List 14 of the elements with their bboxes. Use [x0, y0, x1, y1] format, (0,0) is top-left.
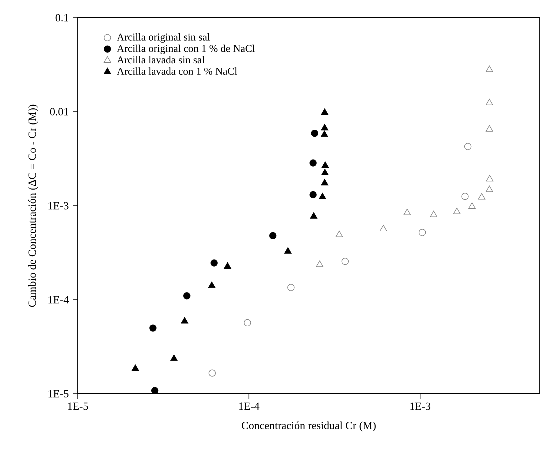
y-axis-title: Cambio de Concentración (ΔC = Co - Cr (M)) — [28, 104, 38, 308]
legend-label: Arcilla lavada sin sal — [117, 56, 205, 64]
y-tick-label: 1E-4 — [48, 296, 69, 304]
x-tick-label: 1E-5 — [68, 402, 88, 410]
x-axis-title: Concentración residual Cr (M) — [242, 422, 376, 432]
y-tick-label: 0.1 — [56, 14, 68, 22]
legend-label: Arcilla original con 1 % de NaCl — [117, 44, 256, 54]
y-tick-label: 1E-3 — [48, 202, 69, 210]
legend-label: Arcilla original sin sal — [117, 33, 210, 43]
y-tick-label: 0.01 — [50, 108, 68, 116]
legend-label: Arcilla lavada con 1 % NaCl — [117, 68, 238, 76]
y-tick-label: 1E-5 — [48, 390, 69, 398]
x-tick-label: 1E-4 — [239, 402, 260, 410]
x-tick-label: 1E-3 — [410, 402, 431, 410]
